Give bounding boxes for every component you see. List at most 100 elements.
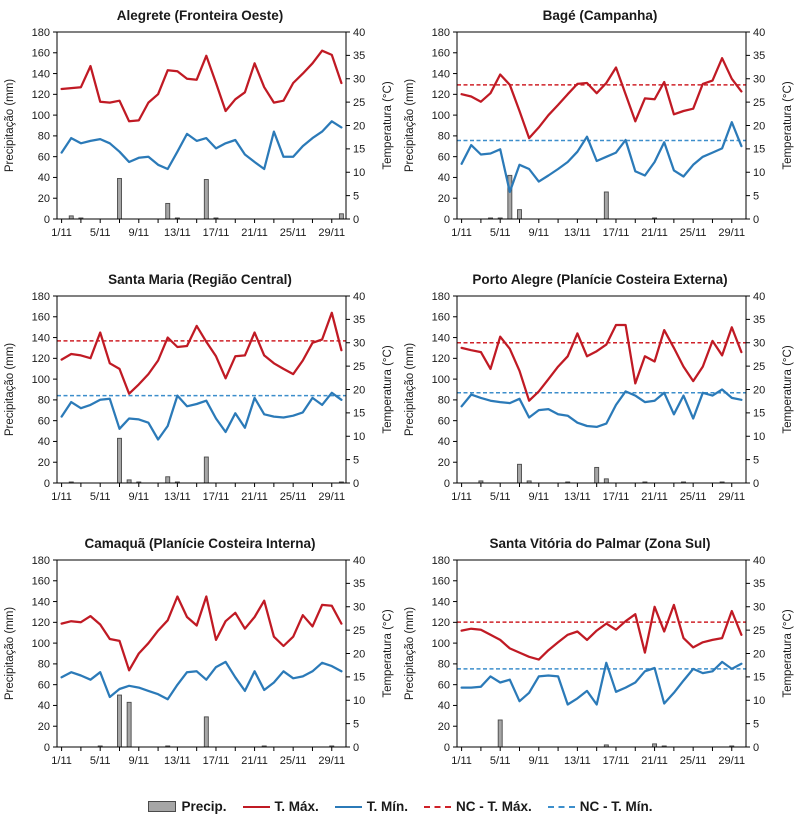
svg-text:20: 20: [438, 721, 450, 733]
svg-text:20: 20: [38, 193, 50, 205]
svg-text:9/11: 9/11: [128, 755, 149, 767]
chart-panel-santa-vitoria: Santa Vitória do Palmar (Zona Sul) 0 20 40…: [400, 528, 800, 792]
chart-plot-santa-maria: 0 20 40 60 80 100 120 140 160 180 0 5 10 15 20 25 30 35 40…: [4, 291, 394, 503]
svg-text:100: 100: [432, 374, 450, 386]
svg-text:Temperatura (°C): Temperatura (°C): [782, 81, 794, 169]
svg-text:60: 60: [38, 151, 50, 163]
svg-text:29/11: 29/11: [318, 491, 345, 503]
svg-text:21/11: 21/11: [241, 755, 268, 767]
svg-text:140: 140: [432, 596, 450, 608]
legend-item-tmin: T. Mín.: [334, 799, 409, 814]
svg-text:180: 180: [432, 555, 450, 567]
chart-plot-camaqua: 0 20 40 60 80 100 120 140 160 180 0 5 10 15 20 25 30 35 40…: [4, 555, 394, 767]
tmin-line-swatch: [334, 805, 362, 808]
chart-title-santa-vitoria: Santa Vitória do Palmar (Zona Sul): [489, 536, 711, 551]
precip-bar-swatch: [148, 801, 177, 812]
svg-text:40: 40: [353, 291, 365, 303]
svg-text:100: 100: [432, 638, 450, 650]
chart-panel-camaqua: Camaquã (Planície Costeira Interna) 0 20 4…: [0, 528, 400, 792]
svg-text:60: 60: [438, 415, 450, 427]
svg-text:60: 60: [438, 151, 450, 163]
chart-plot-porto-alegre: 0 20 40 60 80 100 120 140 160 180 0 5 10 15 20 25 30 35 40…: [404, 291, 794, 503]
svg-text:Temperatura (°C): Temperatura (°C): [382, 609, 394, 697]
svg-text:5: 5: [753, 454, 759, 466]
svg-text:1/11: 1/11: [451, 491, 472, 503]
svg-text:160: 160: [432, 576, 450, 588]
svg-text:5: 5: [353, 718, 359, 730]
svg-text:25/11: 25/11: [280, 227, 307, 239]
chart-grid: Alegrete (Fronteira Oeste) 0 20 40 60 80 100 1…: [0, 0, 800, 792]
svg-text:25: 25: [353, 97, 365, 109]
svg-text:13/11: 13/11: [564, 491, 591, 503]
svg-text:0: 0: [444, 214, 450, 226]
svg-text:60: 60: [38, 415, 50, 427]
svg-text:20: 20: [438, 457, 450, 469]
svg-text:30: 30: [353, 602, 365, 614]
svg-text:40: 40: [753, 555, 765, 567]
svg-text:160: 160: [32, 48, 50, 60]
svg-text:0: 0: [444, 742, 450, 754]
svg-text:80: 80: [38, 131, 50, 143]
legend-label-nc-tmax: NC - T. Máx.: [456, 799, 532, 814]
svg-text:Precipitação (mm): Precipitação (mm): [404, 79, 416, 172]
chart-title-alegrete: Alegrete (Fronteira Oeste): [116, 8, 284, 23]
chart-panel-porto-alegre: Porto Alegre (Planície Costeira Externa)…: [400, 264, 800, 528]
svg-text:21/11: 21/11: [241, 491, 268, 503]
svg-text:160: 160: [32, 576, 50, 588]
svg-text:80: 80: [38, 395, 50, 407]
svg-text:15: 15: [753, 408, 765, 420]
svg-text:140: 140: [32, 68, 50, 80]
svg-text:29/11: 29/11: [718, 227, 745, 239]
svg-text:17/11: 17/11: [203, 227, 230, 239]
nc-tmax-dash-swatch: [424, 805, 452, 808]
svg-text:0: 0: [44, 478, 50, 490]
svg-text:120: 120: [32, 353, 50, 365]
svg-text:0: 0: [753, 742, 759, 754]
svg-text:15: 15: [353, 408, 365, 420]
svg-text:9/11: 9/11: [528, 755, 549, 767]
svg-text:Precipitação (mm): Precipitação (mm): [4, 343, 16, 436]
svg-text:21/11: 21/11: [241, 227, 268, 239]
svg-text:5: 5: [753, 718, 759, 730]
svg-text:120: 120: [432, 353, 450, 365]
svg-text:35: 35: [753, 578, 765, 590]
svg-text:9/11: 9/11: [128, 227, 149, 239]
svg-text:5/11: 5/11: [490, 755, 511, 767]
svg-text:35: 35: [353, 50, 365, 62]
svg-text:Temperatura (°C): Temperatura (°C): [382, 81, 394, 169]
svg-text:20: 20: [353, 648, 365, 660]
svg-text:180: 180: [32, 27, 50, 39]
svg-text:120: 120: [32, 617, 50, 629]
svg-text:9/11: 9/11: [528, 491, 549, 503]
svg-text:15: 15: [353, 144, 365, 156]
svg-text:120: 120: [432, 617, 450, 629]
chart-panel-alegrete: Alegrete (Fronteira Oeste) 0 20 40 60 80 100 1…: [0, 0, 400, 264]
svg-text:0: 0: [353, 742, 359, 754]
svg-text:25: 25: [753, 97, 765, 109]
svg-text:Temperatura (°C): Temperatura (°C): [382, 345, 394, 433]
svg-text:Precipitação (mm): Precipitação (mm): [4, 607, 16, 700]
chart-plot-bage: 0 20 40 60 80 100 120 140 160 180 0 5 10 15 20 25 30 35 40…: [404, 27, 794, 239]
svg-text:Precipitação (mm): Precipitação (mm): [404, 607, 416, 700]
svg-text:20: 20: [353, 384, 365, 396]
svg-text:20: 20: [753, 120, 765, 132]
svg-text:1/11: 1/11: [451, 755, 472, 767]
svg-text:13/11: 13/11: [564, 755, 591, 767]
chart-panel-bage: Bagé (Campanha) 0 20 40 60 80 100 120 140 160 180…: [400, 0, 800, 264]
svg-text:29/11: 29/11: [318, 755, 345, 767]
svg-text:13/11: 13/11: [164, 755, 191, 767]
svg-text:29/11: 29/11: [718, 491, 745, 503]
svg-text:0: 0: [353, 478, 359, 490]
svg-text:25/11: 25/11: [280, 755, 307, 767]
svg-text:40: 40: [38, 172, 50, 184]
legend-label-tmin: T. Mín.: [366, 799, 409, 814]
svg-text:13/11: 13/11: [564, 227, 591, 239]
svg-text:40: 40: [753, 291, 765, 303]
svg-text:25/11: 25/11: [680, 227, 707, 239]
svg-text:5: 5: [353, 454, 359, 466]
svg-text:40: 40: [753, 27, 765, 39]
svg-text:1/11: 1/11: [51, 491, 72, 503]
svg-text:140: 140: [432, 332, 450, 344]
svg-text:180: 180: [32, 555, 50, 567]
svg-text:0: 0: [44, 214, 50, 226]
